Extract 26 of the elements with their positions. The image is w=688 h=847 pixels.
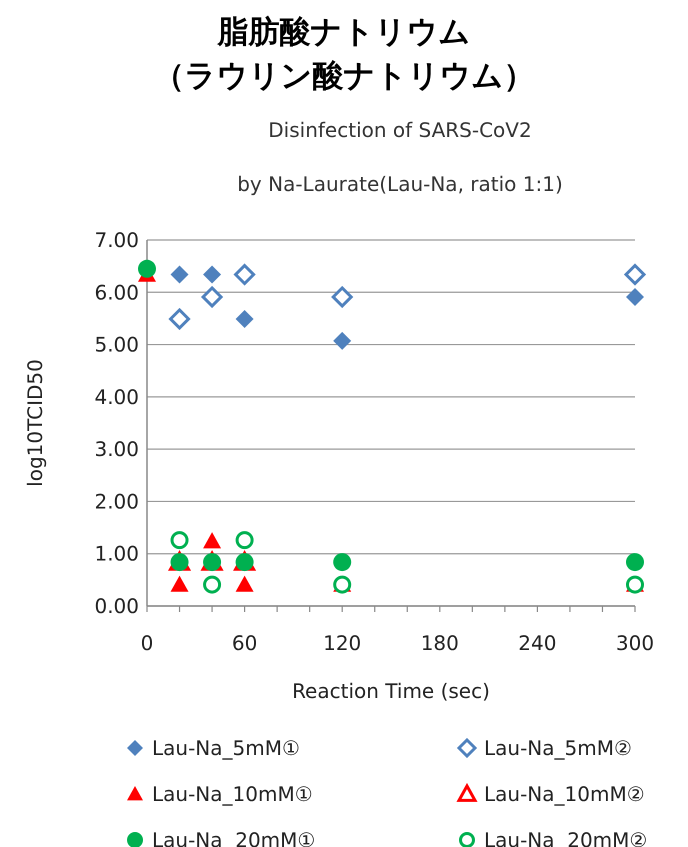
y-tick-label: 4.00 [94, 384, 139, 409]
title: 脂肪酸ナトリウム [218, 14, 470, 50]
y-tick-label: 1.00 [94, 542, 139, 566]
x-axis-title: Reaction Time (sec) [292, 679, 490, 703]
y-axis-title: log10TCID50 [23, 359, 47, 487]
y-tick-label: 5.00 [94, 332, 139, 357]
subtitle: （ラウリン酸ナトリウム） [154, 58, 534, 94]
y-tick-label: 2.00 [94, 489, 139, 514]
legend-label: Lau-Na_10mM① [152, 782, 313, 806]
x-tick-label: 60 [232, 631, 258, 655]
legend-label: Lau-Na_5mM② [484, 736, 632, 760]
y-tick-label: 0.00 [94, 594, 139, 618]
legend-label: Lau-Na 20mM① [152, 828, 316, 847]
legend-label: Lau-Na 20mM② [484, 828, 648, 847]
legend-label: Lau-Na_10mM② [484, 782, 645, 806]
x-tick-label: 120 [323, 631, 362, 655]
x-tick-label: 300 [616, 631, 654, 655]
x-tick-label: 180 [420, 631, 459, 655]
x-tick-label: 0 [140, 631, 154, 655]
x-tick-label: 240 [518, 631, 556, 655]
y-tick-label: 6.00 [94, 280, 139, 304]
y-tick-label: 3.00 [94, 437, 139, 462]
y-tick-label: 7.00 [94, 228, 139, 252]
annotation: by Na-Laurate(Lau-Na, ratio 1:1) [237, 172, 563, 196]
annotation: Disinfection of SARS-CoV2 [268, 118, 532, 142]
legend-label: Lau-Na_5mM① [152, 736, 300, 760]
